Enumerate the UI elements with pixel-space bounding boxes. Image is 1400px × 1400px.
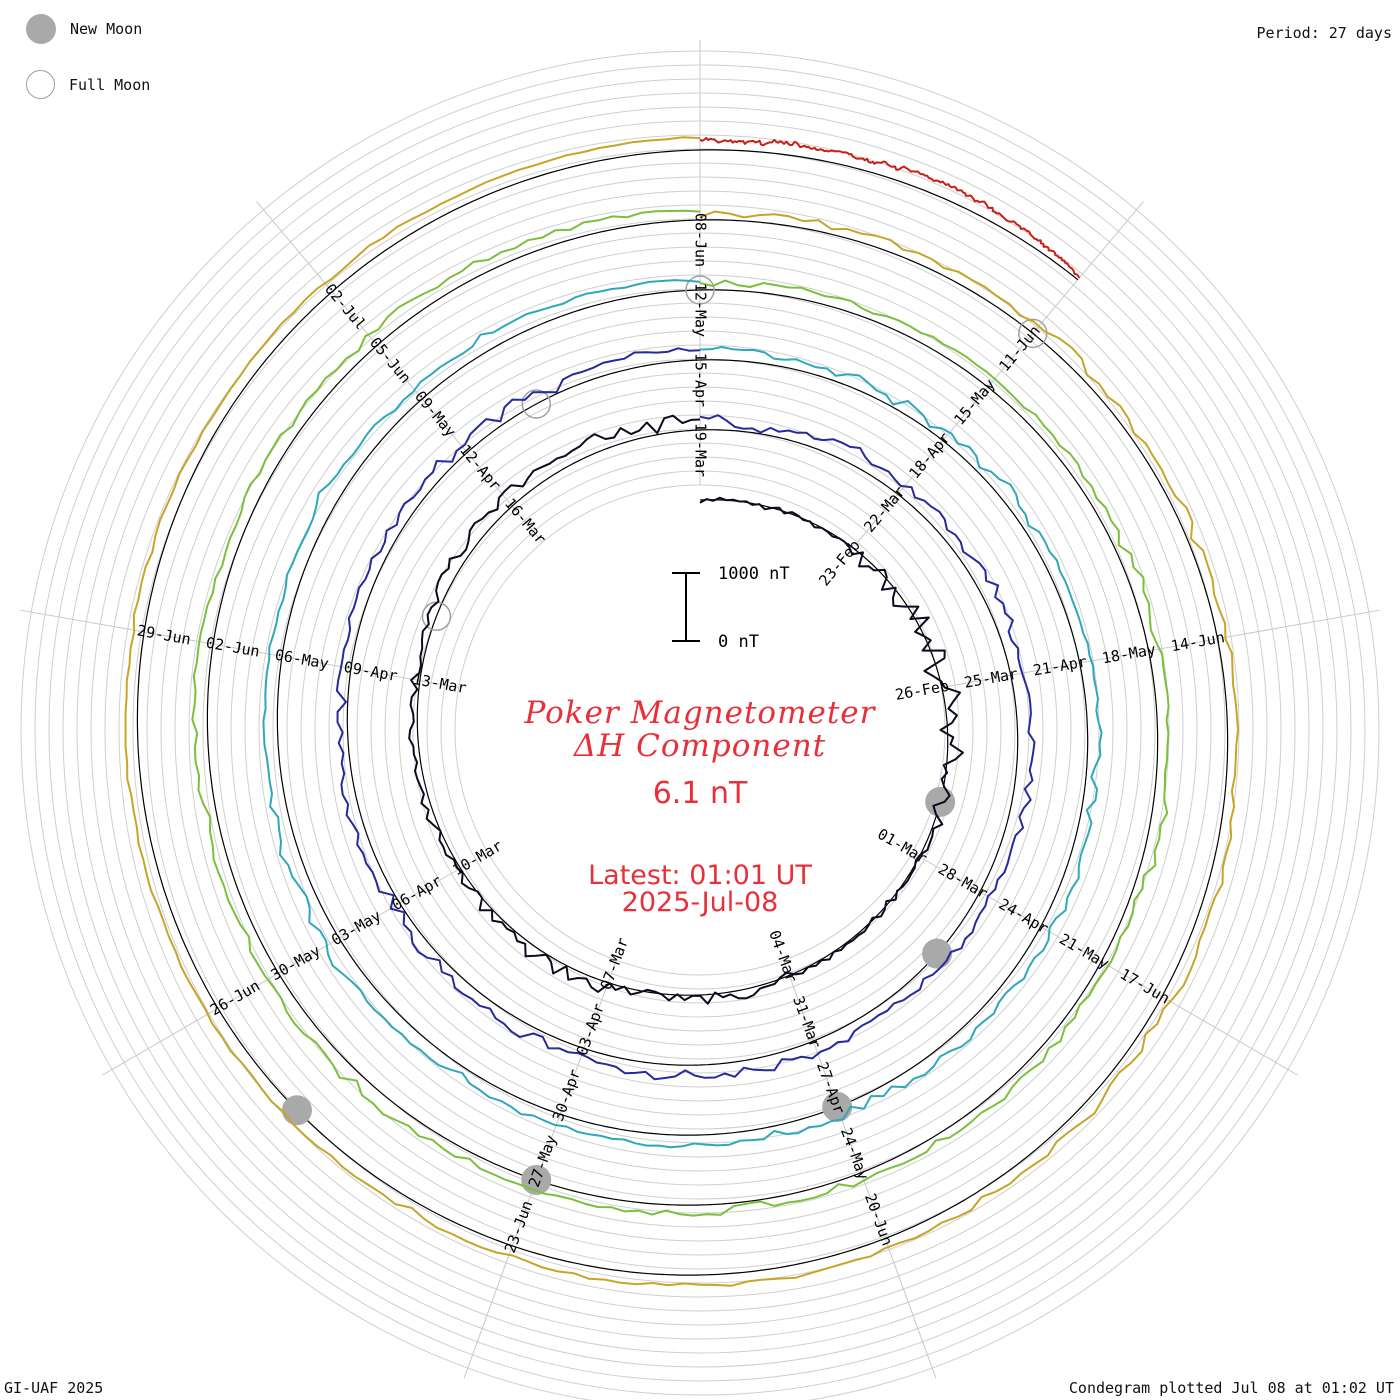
date-label: 19-Mar <box>692 423 710 477</box>
plotted-timestamp: Condegram plotted Jul 08 at 01:02 UT <box>1068 1379 1394 1397</box>
date-label: 27-Apr <box>813 1059 848 1116</box>
date-label: 29-Jun <box>136 621 192 648</box>
date-label: 31-Mar <box>789 994 824 1051</box>
scale-bar: 1000 nT 0 nT <box>672 564 790 652</box>
legend-new-moon: New Moon <box>26 14 142 44</box>
scale-top-label: 1000 nT <box>718 564 790 584</box>
date-label: 04-Mar <box>765 928 800 985</box>
date-label: 12-May <box>692 283 710 337</box>
full-moon-label: Full Moon <box>69 75 151 94</box>
date-label: 21-Apr <box>1032 652 1088 679</box>
day-spoke <box>911 852 1298 1076</box>
date-label: 18-Apr <box>905 429 954 482</box>
full-moon-marker <box>685 275 715 305</box>
new-moon-icon <box>26 14 56 44</box>
new-moon-marker <box>822 1091 853 1122</box>
series-rotation-4 <box>191 209 1170 1217</box>
day-spoke <box>783 960 937 1379</box>
date-label: 15-May <box>950 375 999 428</box>
current-value: 6.1 nT <box>652 776 748 811</box>
date-label: 24-May <box>837 1125 872 1182</box>
latest-date: 2025-Jul-08 <box>621 887 779 918</box>
date-label: 30-May <box>268 942 324 985</box>
period-label: Period: 27 days <box>1256 24 1392 42</box>
date-label: 20-Jun <box>861 1191 896 1248</box>
new-moon-marker <box>281 1095 312 1126</box>
date-label: 23-Feb <box>815 536 864 589</box>
moon-markers <box>281 275 1048 1196</box>
series-rotation-2 <box>335 347 1036 1081</box>
new-moon-marker <box>922 938 953 969</box>
series-rotation-3 <box>262 279 1103 1149</box>
baseline-spiral <box>136 149 1229 1276</box>
footer-credit: GI-UAF 2025 <box>4 1379 104 1397</box>
date-label: 14-Jun <box>1170 628 1226 655</box>
legend-full-moon: Full Moon <box>26 70 150 99</box>
date-label: 25-Mar <box>963 665 1019 692</box>
chart-title: Poker Magnetometer <box>524 695 876 731</box>
date-label: 15-Apr <box>692 353 710 407</box>
date-label: 08-Jun <box>692 213 710 267</box>
chart-subtitle: ΔH Component <box>573 728 827 764</box>
date-label: 18-May <box>1101 640 1157 667</box>
full-moon-icon <box>26 70 55 99</box>
date-label: 06-May <box>274 646 330 673</box>
day-spoke <box>256 201 543 543</box>
series-rotation-6 <box>699 137 1081 279</box>
date-label: 26-Jun <box>207 977 263 1020</box>
date-label: 17-Jun <box>1117 965 1173 1008</box>
series-rotation-1 <box>408 414 964 1005</box>
series-traces <box>124 136 1239 1287</box>
date-label: 09-Apr <box>342 658 398 685</box>
baseline-spiral-path <box>136 149 1229 1276</box>
day-spoke <box>20 609 459 688</box>
full-moon-marker <box>521 389 552 419</box>
new-moon-label: New Moon <box>70 20 143 38</box>
day-spoke <box>102 852 489 1076</box>
series-rotation-5 <box>124 136 1239 1287</box>
date-label: 02-Jun <box>205 634 261 661</box>
scale-bottom-label: 0 nT <box>718 632 759 652</box>
date-label: 13-Mar <box>411 670 467 697</box>
date-label: 22-Mar <box>860 483 909 536</box>
latest-time: Latest: 01:01 UT <box>588 860 812 891</box>
